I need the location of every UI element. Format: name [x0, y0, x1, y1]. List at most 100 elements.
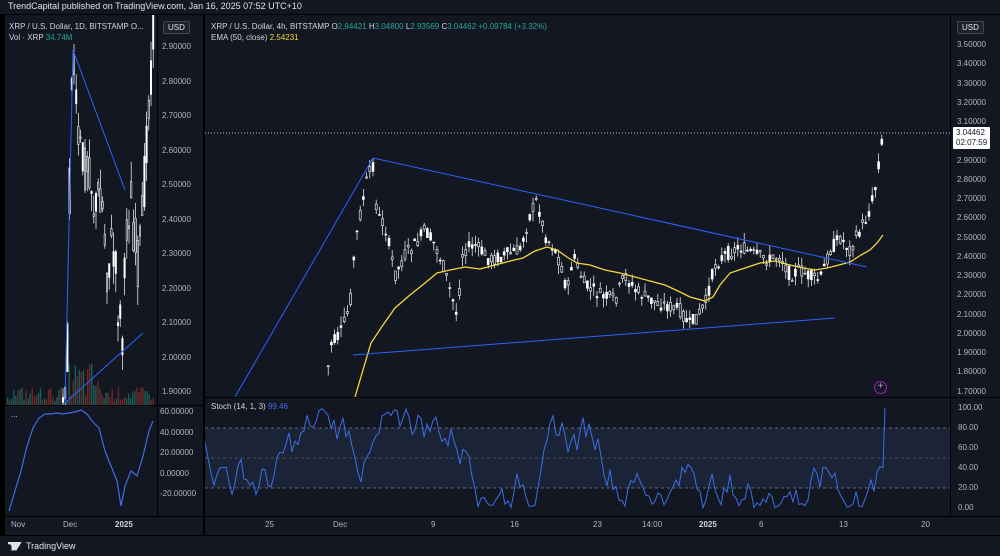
publisher-header: TrendCapital published on TradingView.co… [0, 0, 1000, 14]
main-candle-47-body [474, 244, 477, 246]
main-candle-152-body [810, 270, 813, 281]
bar-countdown: 02:07:59 [956, 138, 988, 147]
main-candle-163-body [845, 247, 848, 251]
main-candle-94-body [624, 273, 628, 281]
main-candle-1-body [326, 365, 330, 368]
main-candle-20-body [387, 238, 391, 247]
close-value: 3.04462 [447, 22, 477, 31]
stoch-value: 99.46 [267, 402, 288, 411]
main-time-axis[interactable]: 25 Dec 9 16 23 14:00 2025 6 13 20 [205, 517, 1000, 535]
left-price-pane[interactable]: XRP / U.S. Dollar, 1D, BITSTAMP O... Vol… [5, 15, 157, 405]
left-legend-volume: Vol · XRP 34.74M [9, 33, 72, 42]
main-candle-126-body [726, 246, 730, 260]
main-candle-14-body [368, 166, 372, 173]
main-candle-124-body [720, 255, 724, 261]
stoch-plot [205, 407, 950, 510]
stoch-pane[interactable]: Stoch (14, 1, 3) 99.46 [205, 398, 950, 516]
main-candle-32-body [426, 228, 429, 238]
left-volume-bar-57 [123, 396, 126, 405]
main-candle-174-body [880, 138, 884, 145]
main-candle-141-body [774, 258, 778, 261]
main-candle-115-body [691, 314, 695, 324]
main-candle-3-body [333, 334, 336, 343]
main-candle-88-body [605, 291, 608, 299]
main-candle-78-body [573, 253, 576, 259]
main-candle-164-body [848, 246, 852, 257]
left-volume-bar-44 [97, 380, 99, 405]
left-price-scale[interactable]: USD 2.90000 2.80000 2.70000 2.60000 2.50000 2… [158, 15, 203, 405]
main-candle-137-body [762, 255, 765, 259]
left-candle-7-body [77, 126, 80, 145]
main-price-tick-18: 1.70000 [957, 386, 986, 396]
main-price-tick-16: 1.90000 [957, 348, 986, 357]
left-volume-bar-8 [23, 399, 25, 405]
stoch-scale[interactable]: 100.00 80.00 60.00 40.00 20.00 0.00 [951, 398, 1000, 516]
main-candle-150-body [803, 272, 807, 275]
main-add-button[interactable]: + [874, 381, 887, 394]
left-indicator-plot [8, 409, 154, 512]
left-legend-symbol: XRP / U.S. Dollar, 1D, BITSTAMP O... [9, 22, 144, 31]
left-indicator-tick-2: 20.00000 [160, 448, 194, 457]
main-candle-30-body [419, 229, 423, 237]
left-vol-label: Vol · XRP [9, 33, 44, 42]
main-candle-165-body [851, 246, 855, 251]
main-candle-61-body [518, 245, 522, 251]
main-candle-120-body [707, 285, 711, 296]
main-price-scale[interactable]: USD 3.500003.400003.300003.200003.100003… [951, 15, 1000, 397]
main-candle-75-body [563, 280, 567, 289]
left-currency-button[interactable]: USD [163, 21, 190, 34]
main-price-tick-11: 2.40000 [957, 251, 986, 261]
left-volume-bar-42 [93, 384, 95, 405]
main-price-pane[interactable]: XRP / U.S. Dollar, 4h, BITSTAMP O2.94421… [205, 15, 950, 397]
main-time-tick-4: 23 [593, 520, 602, 529]
left-candle-14-body [92, 213, 95, 217]
left-price-tick-4: 2.50000 [162, 180, 191, 189]
main-candle-170-body [867, 211, 871, 217]
left-volume-bar-34 [76, 375, 79, 405]
left-price-tick-9: 2.00000 [162, 352, 191, 362]
main-candle-151-body [806, 270, 810, 280]
main-candle-166-body [854, 230, 858, 236]
main-price-plot [205, 132, 950, 397]
main-candle-93-body [621, 275, 624, 279]
left-time-nov: Nov [11, 520, 26, 529]
main-candle-147-body [794, 268, 797, 277]
left-indicator-pane[interactable]: ... [5, 406, 157, 516]
left-volume-bar-69 [148, 394, 150, 405]
left-candles [61, 15, 155, 405]
main-candle-23-body [397, 266, 400, 270]
main-candle-48-body [477, 242, 480, 248]
main-candle-41-body [454, 311, 458, 315]
left-volume-bar-9 [25, 390, 27, 405]
left-volume-bar-1 [9, 399, 11, 405]
main-candle-35-body [435, 249, 439, 254]
main-currency-button[interactable]: USD [957, 21, 984, 34]
stoch-line [205, 407, 886, 510]
main-candle-60-body [515, 245, 519, 255]
stoch-label: Stoch (14, 1, 3) [211, 402, 266, 411]
main-candle-117-body [698, 308, 701, 315]
main-candle-52-body [490, 254, 493, 263]
stoch-legend[interactable]: Stoch (14, 1, 3) 99.46 [211, 402, 288, 411]
main-candle-138-body [765, 263, 768, 266]
tradingview-logo[interactable]: TradingView [8, 541, 76, 551]
left-volume-bar-19 [45, 399, 48, 405]
left-indicator-tick-1: 40.00000 [160, 427, 194, 437]
main-candle-110-body [675, 302, 679, 308]
left-indicator-scale[interactable]: 60.00000 40.00000 20.00000 0.00000 -20.00000 [158, 406, 203, 516]
left-price-tick-8: 2.10000 [162, 318, 191, 327]
left-candle-25-body [117, 322, 120, 326]
main-candle-122-body [714, 264, 717, 269]
left-indicator-legend[interactable]: ... [11, 410, 18, 419]
left-price-tick-5: 2.40000 [162, 214, 191, 224]
left-candle-31-body [130, 181, 133, 199]
ema-legend[interactable]: EMA (50, close) 2.54231 [211, 33, 299, 42]
main-candle-31-body [422, 224, 426, 230]
main-candle-172-body [874, 187, 877, 191]
main-candle-149-body [800, 265, 804, 277]
left-time-axis[interactable]: Nov Dec 2025 [5, 517, 203, 535]
main-candle-155-body [819, 271, 823, 275]
main-candle-83-body [589, 287, 592, 292]
main-candle-74-body [560, 265, 564, 273]
main-candle-4-body [336, 332, 340, 340]
